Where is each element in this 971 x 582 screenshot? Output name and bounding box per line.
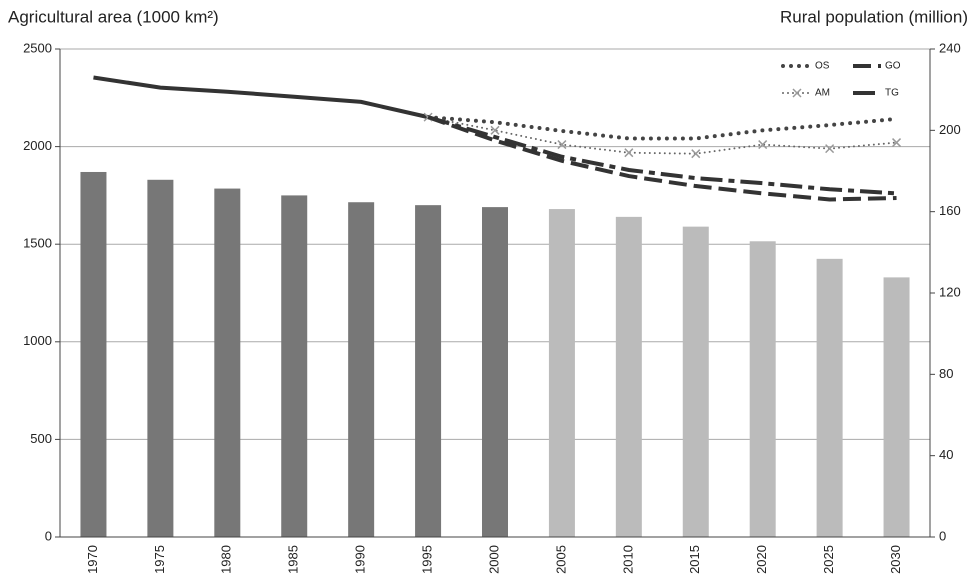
y2-tick-label: 200 [939,122,961,137]
bar [816,258,843,537]
line [426,115,899,141]
y2-tick-label: 80 [939,366,953,381]
point-marker [691,149,701,159]
y-tick-label: 2000 [23,138,52,153]
y-tick-label: 2500 [23,40,52,55]
x-tick-label: 2000 [486,545,501,574]
legend-label: AM [815,88,830,99]
bar [548,209,575,537]
point-marker [557,140,567,150]
x-tick-label: 1975 [152,545,167,574]
x-tick-label: 1990 [353,545,368,574]
bar [147,179,174,537]
line [427,115,897,196]
bar [348,202,375,537]
point-marker [892,138,902,148]
bar [415,205,442,537]
line [427,115,897,202]
y2-tick-label: 40 [939,447,953,462]
bar [482,207,508,537]
x-tick-label: 1985 [286,545,301,574]
x-tick-label: 2030 [888,545,903,574]
point-marker [825,144,835,154]
bar [749,241,776,537]
x-tick-label: 2005 [553,545,568,574]
x-tick-label: 1980 [219,545,234,574]
bar [883,277,910,537]
y-tick-label: 1500 [23,236,52,251]
x-tick-label: 2010 [620,545,635,574]
y-tick-label: 0 [45,528,52,543]
y2-tick-label: 0 [939,528,946,543]
point-marker [792,88,802,98]
x-tick-label: 2025 [821,545,836,574]
line [93,75,429,120]
bar [682,226,709,537]
y2-axis-title: Rural population (million) [780,7,968,26]
point-marker [490,125,500,135]
y-axis-title: Agricultural area (1000 km²) [8,7,219,26]
x-tick-label: 2020 [754,545,769,574]
y2-tick-label: 240 [939,40,961,55]
x-tick-label: 2015 [687,545,702,574]
bar [281,195,308,537]
y-tick-label: 500 [30,431,52,446]
legend-label: GO [885,61,901,72]
line [427,116,898,155]
bar [615,216,642,537]
legend-label: OS [815,61,830,72]
x-tick-label: 1970 [85,545,100,574]
y2-tick-label: 120 [939,284,961,299]
point-marker [624,148,634,158]
x-tick-label: 1995 [420,545,435,574]
legend-label: TG [885,88,899,99]
y2-tick-label: 160 [939,203,961,218]
bar [80,171,107,537]
point-marker [758,140,768,150]
y-tick-label: 1000 [23,333,52,348]
bar [214,188,241,537]
